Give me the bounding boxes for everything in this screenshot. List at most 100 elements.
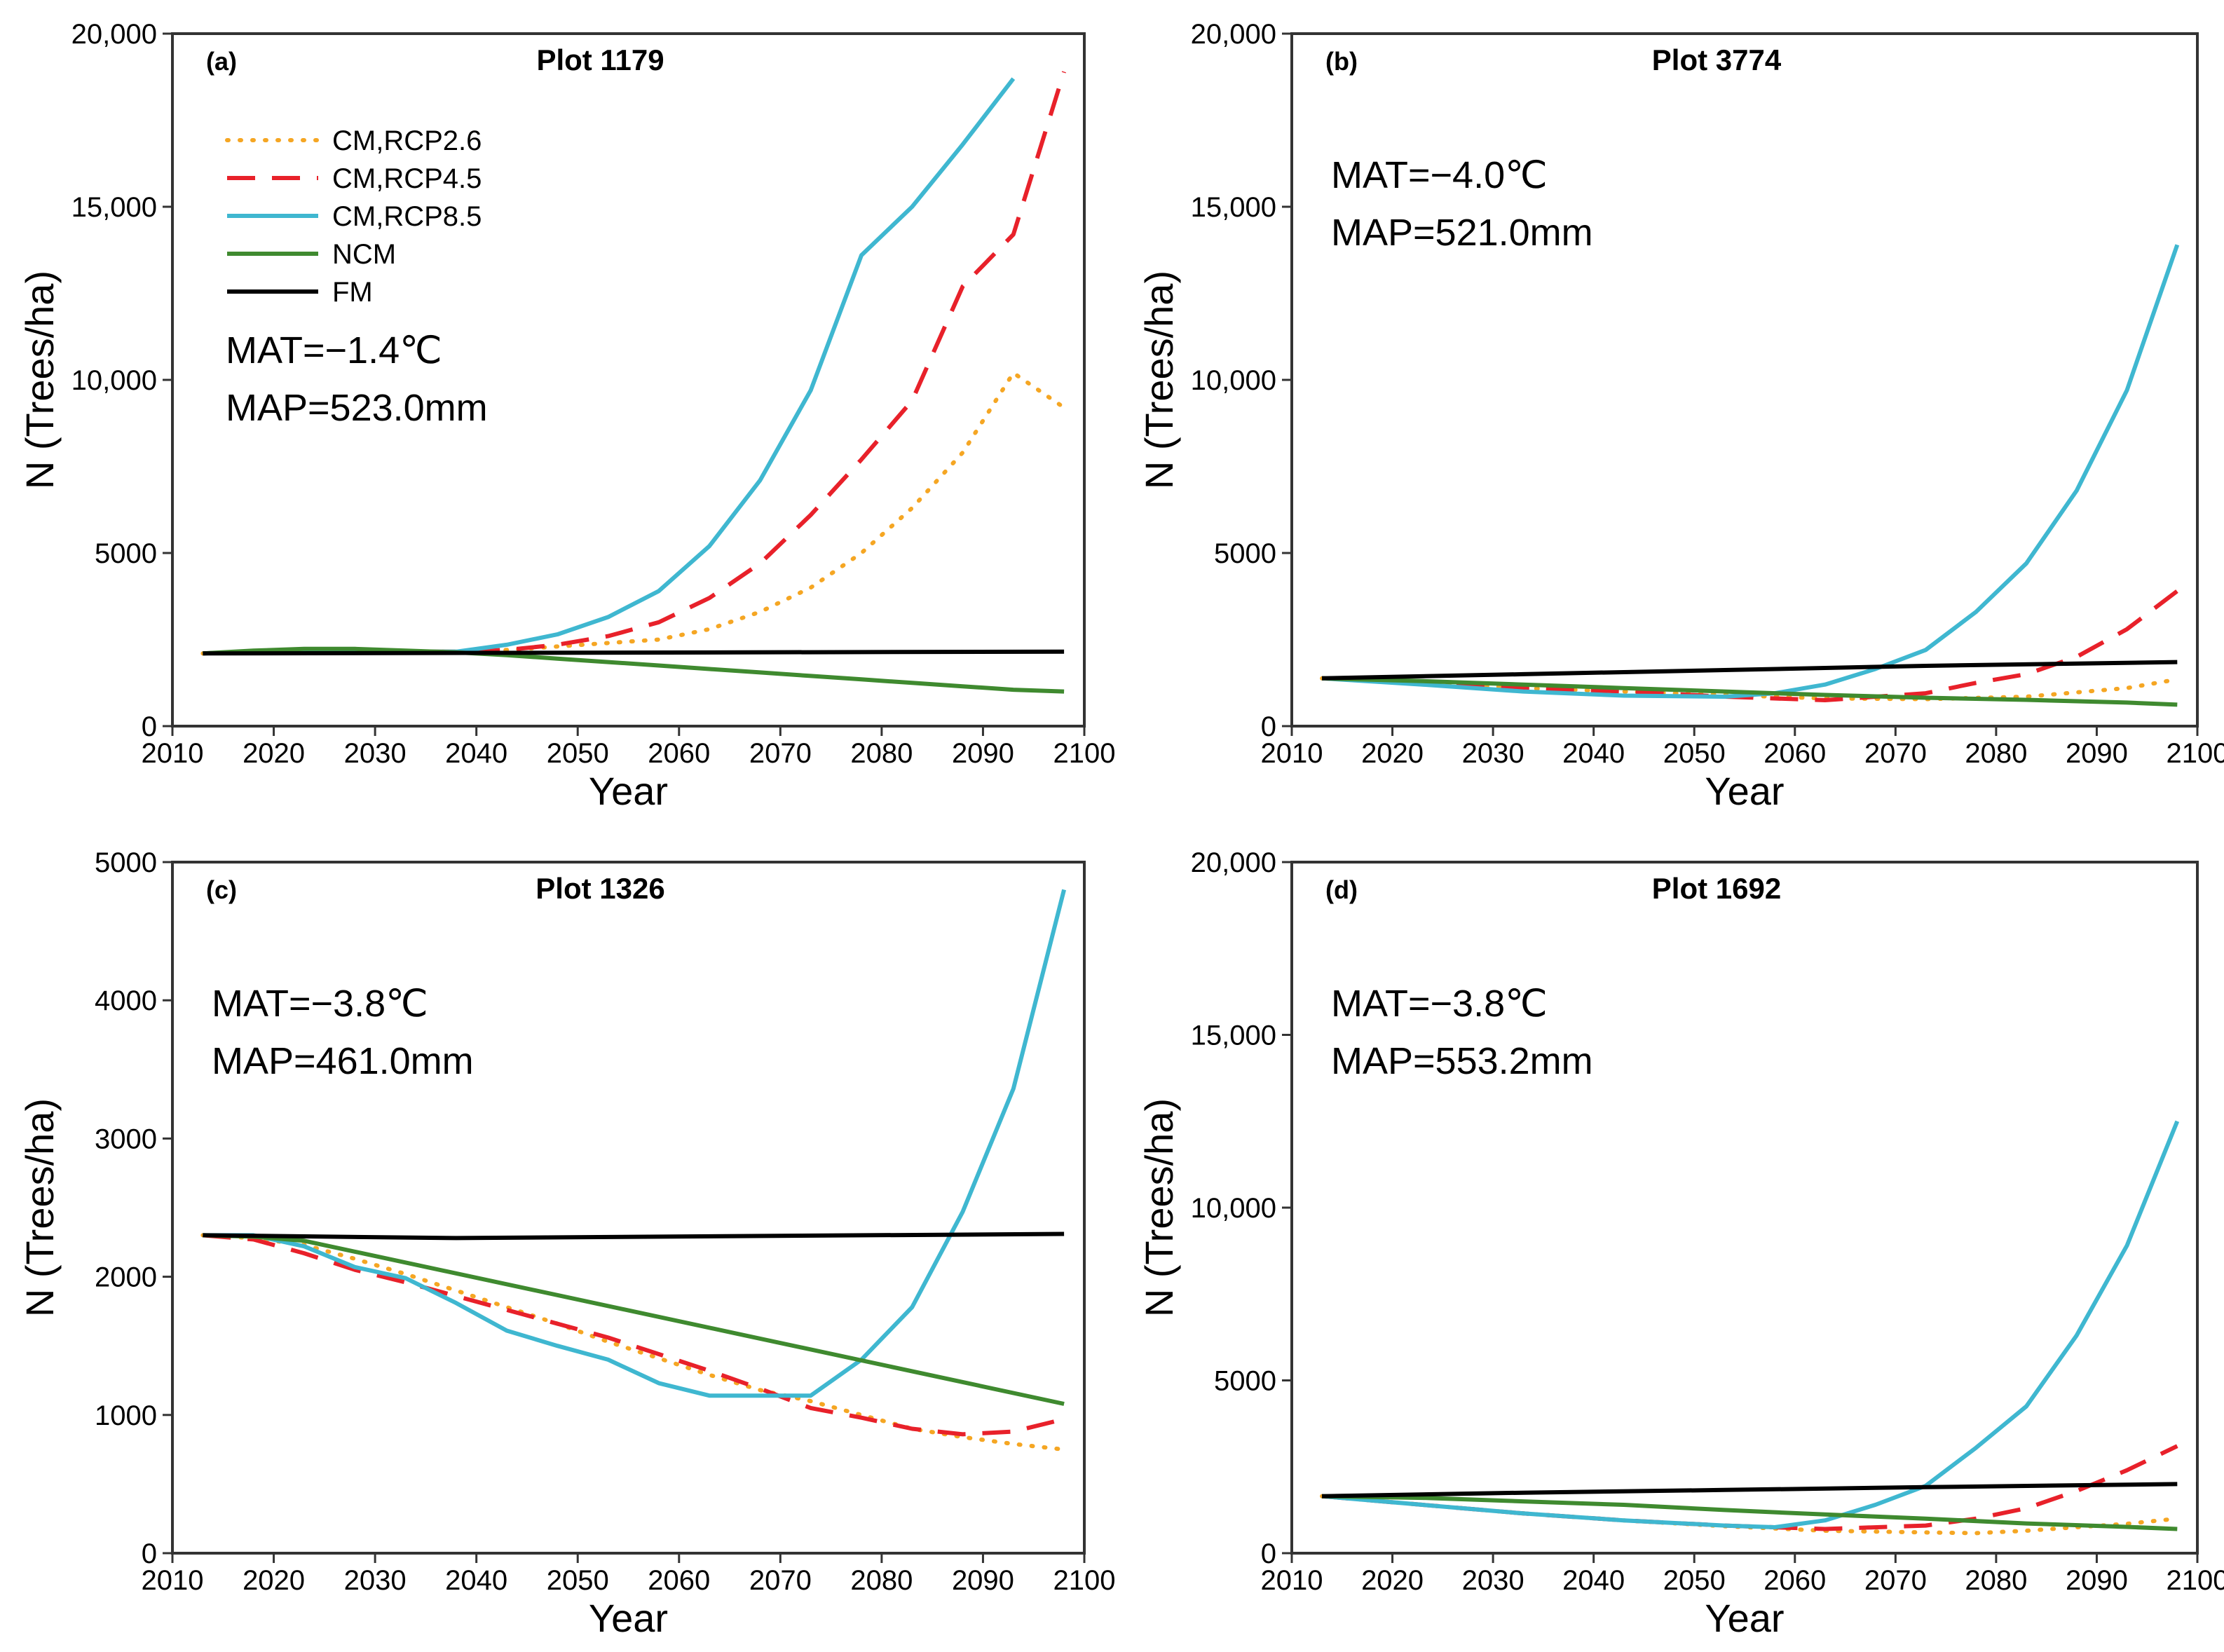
plot-frame	[1290, 32, 2199, 728]
y-tick-label: 10,000	[1191, 365, 1276, 396]
x-tick-label: 2040	[1562, 1565, 1625, 1596]
x-tick-label: 2060	[1763, 1565, 1826, 1596]
y-axis-title: N (Trees/ha)	[18, 271, 62, 489]
x-tick-label: 2050	[1663, 738, 1726, 769]
panel-label: (b)	[1325, 47, 1358, 76]
mat-annotation: MAT=−4.0℃	[1331, 154, 1548, 196]
series-line-fm	[1322, 1482, 2178, 1499]
mat-annotation: MAT=−3.8℃	[1331, 983, 1548, 1025]
panel-title: Plot 3774	[1652, 43, 1782, 76]
y-tick-label: 3000	[95, 1124, 157, 1154]
panel-title: Plot 1326	[535, 872, 664, 905]
x-axis-title: Year	[1705, 1596, 1784, 1640]
series-line-rcp26	[1320, 1494, 2180, 1536]
x-tick-label: 2060	[648, 738, 710, 769]
series-line-ncm	[203, 646, 1065, 694]
x-tick-label: 2050	[1663, 1565, 1726, 1596]
legend-label-rcp45: CM,RCP4.5	[332, 163, 482, 194]
series-group	[1320, 1120, 2180, 1536]
x-tick-label: 2040	[445, 1565, 507, 1596]
x-axis-title: Year	[589, 1596, 668, 1640]
x-tick-label: 2080	[850, 1565, 913, 1596]
x-tick-label: 2070	[749, 1565, 812, 1596]
series-line-rcp85	[1321, 244, 2180, 699]
y-tick-label: 20,000	[1191, 19, 1276, 50]
panel-title: Plot 1692	[1652, 872, 1781, 905]
series-line-ncm	[1322, 1494, 2178, 1531]
y-axis-title: N (Trees/ha)	[18, 1098, 62, 1317]
y-tick-label: 5000	[95, 538, 157, 569]
x-tick-label: 2070	[1864, 1565, 1927, 1596]
y-tick-label: 2000	[95, 1262, 157, 1293]
panel-title: Plot 1179	[536, 43, 664, 76]
y-tick-label: 15,000	[1191, 192, 1276, 223]
chart-panel-3: 2010 2020 2030 2040 2050 2060 2070 2080 2090 2100…	[18, 847, 1115, 1640]
y-tick-label: 15,000	[71, 192, 157, 223]
y-tick-label: 0	[1261, 1538, 1276, 1569]
chart-panel-2: 2010 2020 2030 2040 2050 2060 2070 2080 2090 2100…	[1137, 19, 2224, 813]
x-tick-label: 2040	[1562, 738, 1625, 769]
x-tick-label: 2060	[648, 1565, 710, 1596]
x-tick-label: 2100	[1053, 1565, 1116, 1596]
series-line-rcp45	[203, 1233, 1065, 1437]
y-tick-label: 5000	[95, 847, 157, 878]
panel-label: (c)	[206, 875, 237, 904]
series-line-fm	[1322, 660, 2178, 681]
legend-label-rcp85: CM,RCP8.5	[332, 201, 482, 232]
mat-annotation: MAT=−1.4℃	[226, 329, 442, 371]
x-axis-title: Year	[589, 769, 668, 813]
series-group	[200, 889, 1067, 1452]
x-tick-label: 2080	[850, 738, 913, 769]
map-annotation: MAP=521.0mm	[1331, 212, 1593, 254]
y-tick-label: 15,000	[1191, 1020, 1276, 1051]
y-tick-label: 20,000	[71, 19, 157, 50]
x-tick-label: 2090	[2066, 738, 2128, 769]
y-tick-label: 20,000	[1191, 847, 1276, 878]
map-annotation: MAP=461.0mm	[212, 1040, 474, 1082]
mat-annotation: MAT=−3.8℃	[212, 983, 428, 1025]
x-tick-label: 2020	[243, 738, 305, 769]
x-tick-label: 2020	[243, 1565, 305, 1596]
x-tick-label: 2020	[1361, 1565, 1424, 1596]
y-tick-label: 0	[142, 711, 157, 742]
x-tick-label: 2020	[1361, 738, 1424, 769]
series-line-rcp85	[1321, 1120, 2180, 1529]
x-tick-label: 2100	[2167, 1565, 2224, 1596]
x-tick-label: 2030	[1462, 738, 1524, 769]
x-tick-label: 2080	[1965, 1565, 2027, 1596]
x-tick-label: 2090	[952, 1565, 1014, 1596]
x-tick-label: 2090	[952, 738, 1014, 769]
x-tick-label: 2010	[142, 1565, 204, 1596]
map-annotation: MAP=553.2mm	[1331, 1040, 1593, 1082]
x-tick-label: 2030	[1462, 1565, 1524, 1596]
panel-label: (d)	[1325, 875, 1358, 904]
y-tick-label: 4000	[95, 985, 157, 1016]
series-line-rcp26	[200, 371, 1067, 656]
y-tick-label: 5000	[1214, 1366, 1276, 1397]
legend: CM,RCP2.6 CM,RCP4.5 CM,RCP8.5 NCM FM	[225, 125, 482, 308]
x-tick-label: 2010	[1261, 738, 1323, 769]
series-group	[200, 71, 1067, 694]
y-tick-label: 10,000	[71, 365, 157, 396]
y-tick-label: 5000	[1214, 538, 1276, 569]
x-tick-label: 2030	[344, 1565, 407, 1596]
x-tick-label: 2090	[2066, 1565, 2128, 1596]
series-line-fm	[203, 1231, 1065, 1241]
series-group	[1320, 244, 2180, 707]
y-tick-label: 1000	[95, 1400, 157, 1431]
series-line-fm	[203, 649, 1065, 656]
x-tick-label: 2050	[547, 1565, 609, 1596]
y-tick-label: 10,000	[1191, 1193, 1276, 1224]
series-line-rcp85	[203, 889, 1067, 1398]
x-tick-label: 2100	[1053, 738, 1116, 769]
legend-label-ncm: NCM	[332, 239, 396, 270]
chart-panel-4: 2010 2020 2030 2040 2050 2060 2070 2080 2090 2100…	[1137, 847, 2224, 1640]
x-tick-label: 2030	[344, 738, 407, 769]
panel-label: (a)	[206, 47, 237, 76]
plot-frame	[171, 32, 1086, 728]
x-tick-label: 2010	[1261, 1565, 1323, 1596]
x-tick-label: 2060	[1763, 738, 1826, 769]
x-tick-label: 2040	[445, 738, 507, 769]
x-tick-label: 2070	[749, 738, 812, 769]
